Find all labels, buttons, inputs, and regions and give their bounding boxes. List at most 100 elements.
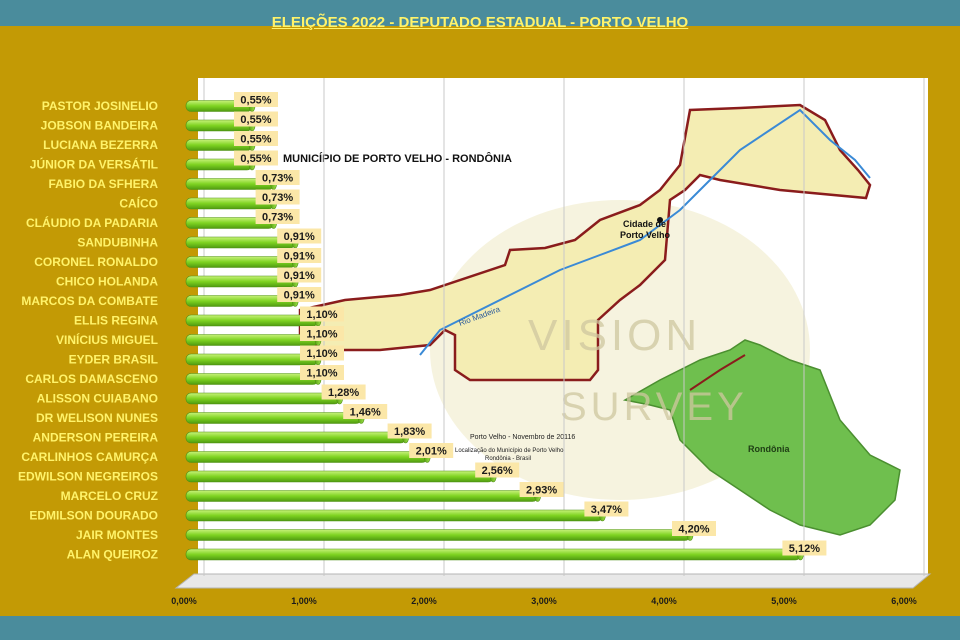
x-tick-label: 2,00% (411, 596, 437, 606)
value-label-box (387, 423, 432, 439)
value-label-box (584, 501, 629, 517)
category-label: ANDERSON PEREIRA (33, 431, 159, 445)
value-label-box (475, 462, 520, 478)
x-tick-label: 1,00% (291, 596, 317, 606)
bar (185, 470, 494, 483)
value-label-box (300, 306, 344, 322)
value-label-box (255, 170, 300, 185)
value-label-box (255, 209, 300, 224)
bar (185, 490, 538, 502)
bar (185, 451, 428, 463)
value-label-box (277, 287, 322, 302)
value-label-box (234, 111, 278, 127)
category-label: ALAN QUEIROZ (67, 548, 158, 562)
value-label: 0,55% (240, 134, 271, 146)
value-label: 0,91% (284, 270, 315, 282)
value-label-box (409, 443, 454, 458)
state-shape (622, 339, 901, 536)
x-tick-labels: 0,00% 1,00% 2,00% 3,00% 4,00% 5,00% 6,00% (171, 596, 917, 606)
state-border (689, 354, 746, 391)
city-label-1: Cidade de (623, 219, 666, 229)
x-tick-label: 0,00% (171, 596, 197, 606)
value-label: 0,73% (262, 192, 293, 204)
map-heading: MUNICÍPIO DE PORTO VELHO - RONDÔNIA (283, 152, 512, 165)
value-label-box (782, 540, 827, 556)
x-tick-label: 4,00% (651, 596, 677, 606)
value-labels: 0,55% 0,55% 0,55% 0,55% 0,73% 0,73% 0,73% 0,91%… (234, 92, 827, 556)
value-label-box (343, 404, 388, 419)
category-label: EDMILSON DOURADO (29, 509, 158, 523)
category-label: JOBSON BANDEIRA (41, 119, 159, 133)
watermark-text-2: SURVEY (560, 385, 748, 429)
category-label: PASTOR JOSINELIO (42, 99, 158, 113)
city-label-2: Porto Velho (620, 230, 671, 240)
category-label: EDWILSON NEGREIROS (18, 470, 158, 484)
category-label: CHICO HOLANDA (56, 275, 158, 289)
bar (185, 412, 362, 424)
value-label: 1,46% (350, 407, 381, 419)
value-label: 0,73% (262, 173, 293, 185)
category-label: MARCELO CRUZ (61, 489, 158, 503)
value-label: 5,12% (789, 543, 820, 555)
value-label-box (300, 345, 344, 361)
value-label: 3,47% (591, 504, 622, 516)
category-label: EYDER BRASIL (69, 353, 158, 367)
value-label-box (277, 248, 322, 263)
value-label-box (255, 189, 300, 205)
river-line (419, 108, 871, 356)
value-label-box (234, 92, 278, 107)
value-label-box (300, 326, 344, 341)
value-label: 0,55% (240, 153, 271, 165)
category-label: CARLINHOS CAMURÇA (21, 450, 158, 464)
value-label: 2,93% (526, 485, 557, 497)
value-label: 0,91% (284, 231, 315, 243)
category-label: ELLIS REGINA (74, 314, 158, 328)
category-label: CAÍCO (119, 196, 158, 211)
state-label: Rondônia (748, 444, 790, 454)
value-label-box (519, 482, 564, 497)
x-tick-label: 3,00% (531, 596, 557, 606)
bars (185, 100, 804, 561)
map-footer-3: Rondônia - Brasil (485, 456, 531, 462)
value-label-box (234, 131, 278, 146)
category-label: MARCOS DA COMBATE (21, 294, 158, 308)
value-label: 4,20% (678, 524, 709, 536)
chart-floor (174, 573, 932, 589)
value-label: 0,55% (240, 114, 271, 126)
watermark-text-1: VISION (528, 311, 701, 360)
value-label: 1,10% (306, 348, 337, 360)
bar (185, 314, 319, 327)
x-tick-label: 6,00% (891, 596, 917, 606)
bar (185, 392, 340, 405)
category-label: LUCIANA BEZERRA (43, 138, 158, 152)
category-label: CORONEL RONALDO (34, 255, 158, 269)
value-label: 1,28% (328, 387, 359, 399)
value-label: 2,01% (416, 446, 447, 458)
map-footer-1: Porto Velho - Novembro de 20116 (470, 434, 575, 441)
category-label: ALISSON CUIABANO (37, 392, 158, 406)
category-label: FABIO DA SFHERA (48, 177, 158, 191)
value-label-box (277, 267, 322, 283)
city-marker (657, 217, 663, 223)
value-label: 0,91% (284, 251, 315, 263)
value-label: 0,55% (240, 95, 271, 107)
bar (185, 529, 691, 541)
category-label: CLÁUDIO DA PADARIA (26, 215, 158, 230)
value-label: 1,10% (306, 368, 337, 380)
value-label: 1,10% (306, 309, 337, 321)
value-label: 1,83% (394, 426, 425, 438)
bar (185, 373, 319, 385)
value-label-box (234, 150, 278, 166)
bar (185, 431, 406, 444)
category-label: JÚNIOR DA VERSÁTIL (30, 157, 158, 172)
value-label: 1,10% (306, 329, 337, 341)
value-label: 0,91% (284, 290, 315, 302)
bar (185, 353, 319, 366)
bar (185, 334, 319, 346)
background-map: MUNICÍPIO DE PORTO VELHO - RONDÔNIA Cida… (283, 103, 901, 536)
map-footer-2: Localização do Município de Porto Velho (455, 448, 564, 454)
municipality-shape (298, 103, 872, 382)
category-labels: PASTOR JOSINELIO JOBSON BANDEIRA LUCIANA B… (18, 99, 158, 562)
bar (185, 548, 801, 561)
